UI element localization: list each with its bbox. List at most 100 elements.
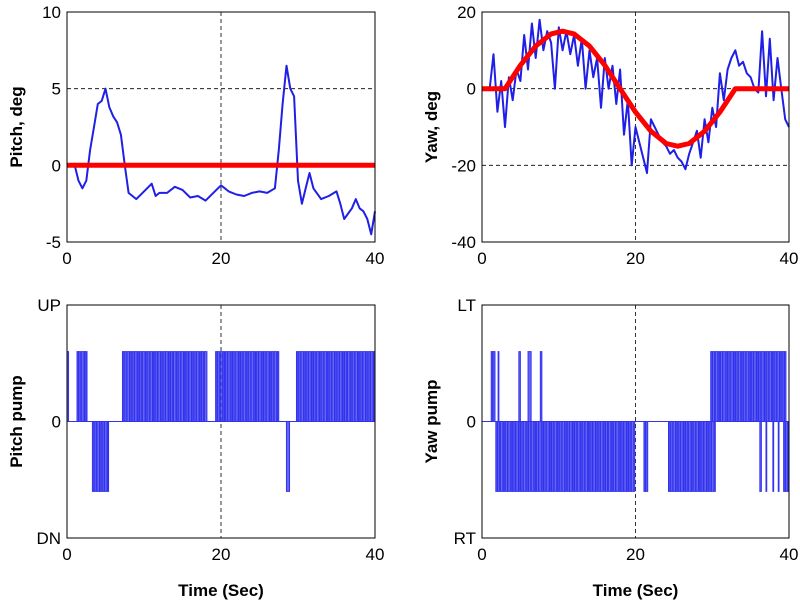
pump-pulse	[246, 351, 249, 422]
pump-pulse	[776, 351, 780, 422]
pump-pulse	[549, 421, 552, 492]
pump-pulse	[199, 351, 202, 422]
pump-pulse	[232, 351, 236, 422]
pump-pulse	[557, 421, 560, 492]
pump-pulse	[761, 351, 765, 422]
pump-pulse	[566, 421, 570, 492]
pulse-burst	[777, 421, 780, 492]
pulse-burst	[643, 421, 649, 492]
pump-pulse	[316, 351, 320, 422]
pump-pulse	[779, 351, 782, 422]
x-axis-label: Time (Sec)	[178, 581, 264, 600]
pump-pulse	[533, 421, 537, 492]
pump-pulse	[497, 351, 500, 422]
pump-pulse	[645, 421, 649, 492]
pump-pulse	[93, 421, 97, 492]
pump-pulse	[499, 421, 504, 492]
y-tick-label: 20	[457, 3, 476, 22]
pump-pulse	[710, 421, 715, 492]
pump-pulse	[240, 351, 244, 422]
pump-pulse	[323, 351, 328, 422]
pump-pulse	[193, 351, 197, 422]
pump-pulse	[764, 351, 767, 422]
pump-pulse	[342, 351, 345, 422]
pump-pulse	[710, 351, 713, 422]
pump-pulse	[271, 351, 275, 422]
pump-pulse	[595, 421, 598, 492]
pump-pulse	[719, 351, 723, 422]
x-tick-label: 0	[477, 545, 486, 564]
pump-pulse	[216, 351, 220, 422]
pump-pulse	[675, 421, 678, 492]
pump-pulse	[318, 351, 322, 422]
pump-pulse	[722, 351, 726, 422]
pulse-burst	[121, 351, 208, 422]
pump-pulse	[492, 351, 496, 422]
pump-pulse	[558, 421, 562, 492]
pump-pulse	[328, 351, 332, 422]
pump-pulse	[242, 351, 247, 422]
x-tick-label: 0	[477, 249, 486, 268]
pump-pulse	[222, 351, 226, 422]
pump-pulse	[185, 351, 189, 422]
pulse-burst	[668, 421, 716, 492]
pump-pulse	[180, 351, 185, 422]
x-tick-label: 20	[212, 249, 231, 268]
y-tick-label: 0	[52, 413, 61, 432]
pump-pulse	[626, 421, 629, 492]
pump-pulse	[147, 351, 151, 422]
pump-pulse	[582, 421, 586, 492]
pump-pulse	[756, 351, 759, 422]
pump-pulse	[690, 421, 694, 492]
pump-pulse	[247, 351, 251, 422]
pump-pulse	[285, 421, 291, 492]
pulse-burst	[91, 421, 110, 492]
pulse-burst	[76, 351, 88, 422]
pump-pulse	[258, 351, 262, 422]
pump-pulse	[526, 421, 529, 492]
x-tick-label: 40	[780, 249, 799, 268]
pump-pulse	[99, 421, 102, 492]
pump-pulse	[597, 421, 601, 492]
pump-pulse	[781, 351, 785, 422]
pump-pulse	[541, 421, 544, 492]
x-axis-label: Time (Sec)	[593, 581, 679, 600]
pump-pulse	[628, 421, 632, 492]
pump-pulse	[783, 421, 786, 492]
pump-pulse	[512, 421, 516, 492]
measured-series-line	[488, 18, 790, 174]
pump-pulse	[321, 351, 325, 422]
pump-pulse	[505, 421, 508, 492]
pump-pulse	[336, 351, 340, 422]
pump-pulse	[96, 421, 100, 492]
pump-pulse	[123, 351, 127, 422]
pump-pulse	[104, 421, 108, 492]
y-axis-label: Yaw, deg	[422, 91, 441, 163]
pump-pulse	[152, 351, 156, 422]
pump-pulse	[688, 421, 692, 492]
pump-pulse	[712, 351, 715, 422]
pump-pulse	[700, 421, 704, 492]
pulse-burst	[497, 351, 500, 422]
pump-pulse	[592, 421, 596, 492]
pump-pulse	[748, 351, 751, 422]
pump-pulse	[359, 351, 363, 422]
pump-pulse	[326, 351, 330, 422]
pump-pulse	[569, 421, 573, 492]
pump-pulse	[703, 421, 707, 492]
axes-frame	[66, 11, 376, 243]
pump-pulse	[618, 421, 622, 492]
pump-pulse	[129, 351, 132, 422]
pump-pulse	[735, 351, 739, 422]
pump-pulse	[620, 421, 624, 492]
pump-pulse	[168, 351, 171, 422]
pulse-burst	[539, 351, 543, 422]
pump-pulse	[183, 351, 187, 422]
pump-pulse	[497, 421, 501, 492]
pump-pulse	[162, 351, 166, 422]
pump-pulse	[672, 421, 677, 492]
pump-pulse	[300, 351, 305, 422]
pump-pulse	[313, 351, 317, 422]
